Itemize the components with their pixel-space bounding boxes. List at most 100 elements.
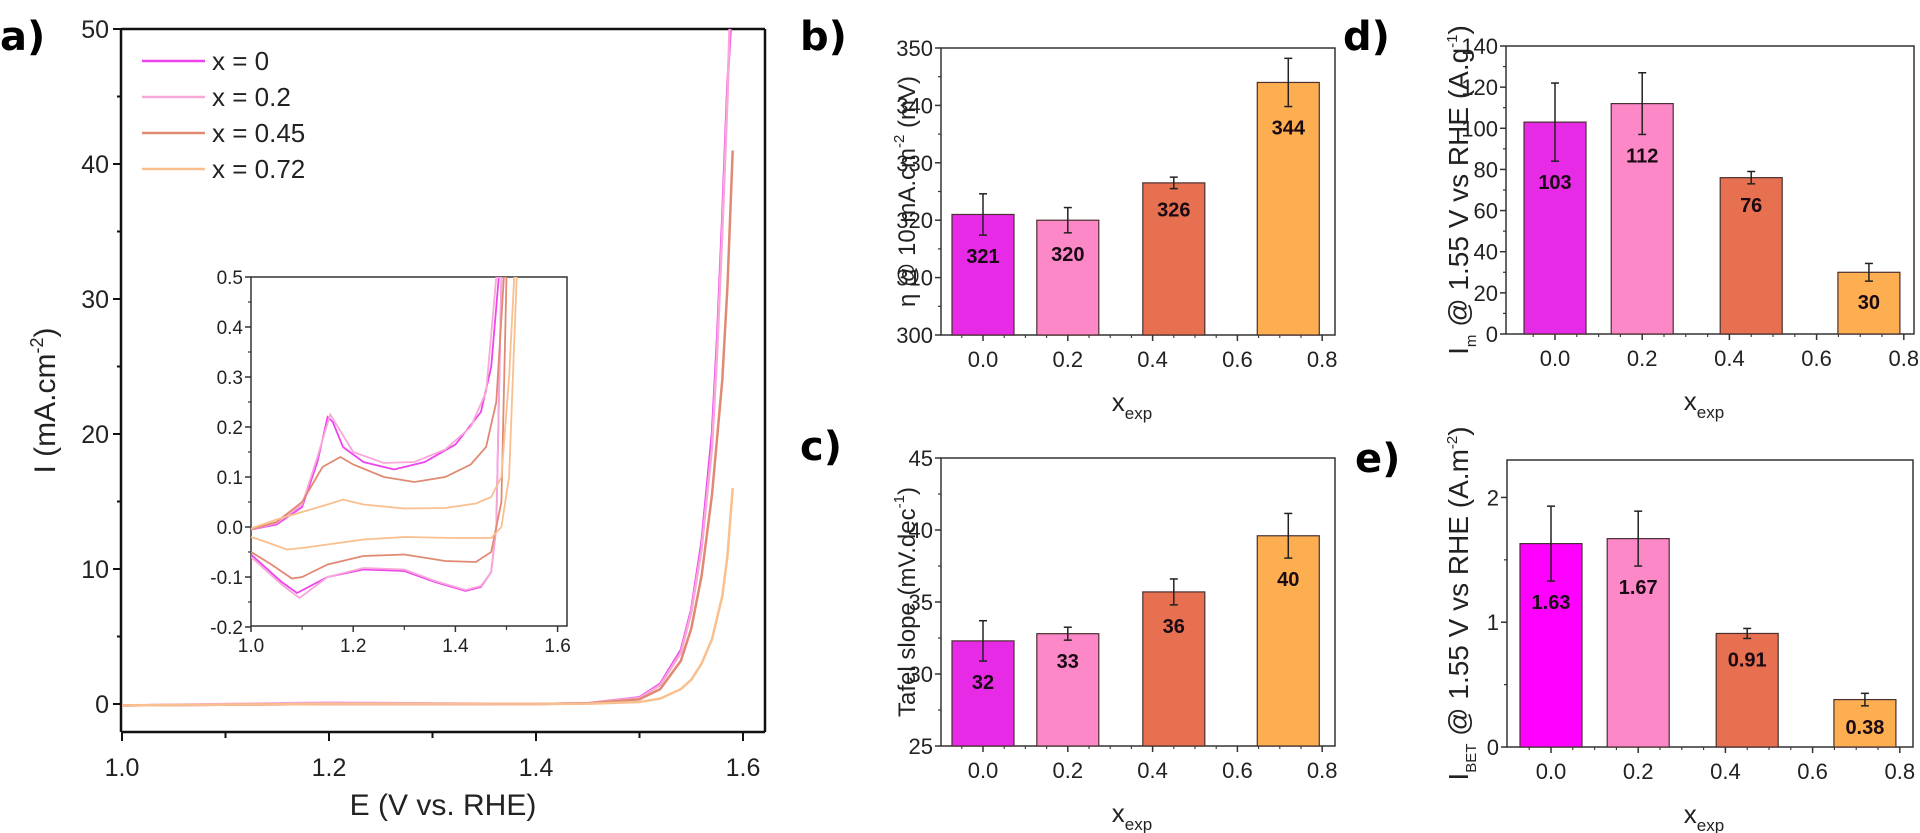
bar [1142,182,1206,336]
inset-y-tick-label: 0.5 [217,268,243,289]
bar-value-label: 0.38 [1845,717,1884,739]
bar-value-label: 76 [1740,195,1762,217]
bar [1142,591,1206,747]
bar-value-label: 321 [966,246,999,268]
inset-series-line-1 [251,277,503,600]
inset-y-tick-label: 0.4 [217,318,244,339]
panel-b-overpotential-chart: 300 310 320 330 340 350 0.0 0.2 0.4 0.6 0.8 xexp η @… [891,36,1337,423]
y-tick-label: 80 [1474,157,1498,182]
y-tick-label: 25 [909,734,933,759]
x-axis-title: xexp [1112,798,1152,833]
y-tick-label: 40 [1474,240,1498,265]
x-tick-label: 0.8 [1889,346,1920,371]
x-tick-label: 0.4 [1137,758,1168,783]
y-axis-title: IBET @ 1.55 V vs RHE (A.m-2) [1443,426,1480,780]
x-tick-label: 1.6 [726,754,761,782]
y-tick-label: 310 [896,266,933,291]
y-tick-label: 0 [1487,735,1499,760]
y-tick-label: 300 [896,323,933,348]
x-tick-label: 0.2 [1053,758,1084,783]
panel-a-lsv-chart: 0 10 20 30 40 50 1.0 1.2 1.4 1.6 E (V vs. RHE) I (m… [27,16,767,822]
bar-value-label: 320 [1051,244,1084,266]
x-tick-label: 0.6 [1222,347,1253,372]
bar-value-label: 1.63 [1532,592,1571,614]
inset-chart: -0.2 -0.1 0.0 0.1 0.2 0.3 0.4 0.5 1.0 1.2 1.4 1.6 [210,268,571,657]
x-tick-label: 0.8 [1307,758,1338,783]
x-tick-label: 0.0 [1536,759,1567,784]
y-axis-title: η @ 10 mA.cm-2 (mV) [891,76,921,307]
y-tick-label: 340 [896,93,933,118]
y-axis-title: I (mA.cm-2) [27,327,62,473]
y-tick-label: 330 [896,151,933,176]
inset-x-tick-label: 1.6 [544,636,570,657]
bar [1610,102,1674,335]
panel-label-b: b) [800,14,847,60]
bar-value-label: 344 [1272,118,1306,140]
bar-value-label: 40 [1277,569,1299,591]
inset-x-tick-label: 1.2 [340,636,366,657]
x-tick-label: 0.0 [968,347,999,372]
x-tick-label: 0.2 [1623,759,1654,784]
inset-x-tick-label: 1.4 [442,636,469,657]
y-tick-label: 35 [909,590,933,615]
inset-frame [250,276,568,627]
plot-frame [1506,459,1914,748]
x-tick-label: 0.2 [1053,347,1084,372]
panel-label-d: d) [1343,14,1390,60]
bar-value-label: 103 [1538,172,1571,194]
y-tick-label: 20 [81,421,109,449]
y-tick-label: 40 [909,518,933,543]
y-tick-label: 140 [1461,34,1498,59]
inset-series-line-3 [251,277,518,551]
bar [1256,81,1320,336]
bar-value-label: 36 [1163,616,1185,638]
y-tick-label: 40 [81,151,109,179]
legend-label: x = 0.72 [212,154,305,184]
x-tick-label: 1.4 [519,754,554,782]
x-tick-label: 0.6 [1801,346,1832,371]
y-tick-label: 120 [1461,75,1498,100]
inset-y-tick-label: 0.0 [217,518,243,539]
panel-label-c: c) [800,424,842,470]
y-tick-label: 60 [1474,199,1498,224]
x-tick-label: 0.0 [968,758,999,783]
y-tick-label: 2 [1487,485,1499,510]
y-tick-label: 50 [81,16,109,44]
y-tick-label: 10 [81,556,109,584]
x-axis-title: xexp [1684,386,1724,422]
x-tick-label: 1.2 [312,754,347,782]
y-tick-label: 350 [896,36,933,61]
inset-y-tick-label: 0.1 [217,468,243,489]
panel-label-a: a) [0,14,45,60]
y-tick-label: 0 [1486,322,1498,347]
bar-value-label: 326 [1157,200,1190,222]
y-tick-label: 100 [1461,116,1498,141]
bar-value-label: 32 [972,672,994,694]
bar [1606,538,1670,748]
x-tick-label: 0.8 [1307,347,1338,372]
y-axis-title: Tafel slope (mV.dec-1) [891,487,921,717]
panel-e-specific-activity-chart: 0 1 2 0.0 0.2 0.4 0.6 0.8 xexp IBET @ 1.55 V vs R… [1443,426,1915,833]
y-tick-label: 20 [1474,281,1498,306]
x-tick-label: 0.4 [1137,347,1168,372]
bar [1837,271,1901,335]
x-axis-title: xexp [1112,387,1152,423]
x-tick-label: 0.2 [1627,346,1658,371]
y-tick-label: 30 [81,286,109,314]
y-tick-label: 30 [909,662,933,687]
panel-label-e: e) [1355,436,1400,482]
x-tick-label: 0.4 [1714,346,1745,371]
inset-y-tick-label: 0.3 [217,368,243,389]
bar-value-label: 1.67 [1619,577,1658,599]
y-tick-label: 45 [909,446,933,471]
legend: x = 0 x = 0.2 x = 0.45 x = 0.72 [142,46,305,184]
panel-c-tafel-chart: 25 30 35 40 45 0.0 0.2 0.4 0.6 0.8 xexp Tafel slope… [891,446,1337,833]
inset-y-tick-label: 0.2 [217,418,243,439]
legend-label: x = 0 [212,46,269,76]
inset-series-line-2 [251,277,508,580]
bar-value-label: 112 [1626,145,1658,167]
inset-y-tick-label: -0.2 [210,618,243,639]
x-axis-title: E (V vs. RHE) [350,789,537,822]
bar-value-label: 30 [1858,292,1880,314]
y-tick-label: 320 [896,208,933,233]
